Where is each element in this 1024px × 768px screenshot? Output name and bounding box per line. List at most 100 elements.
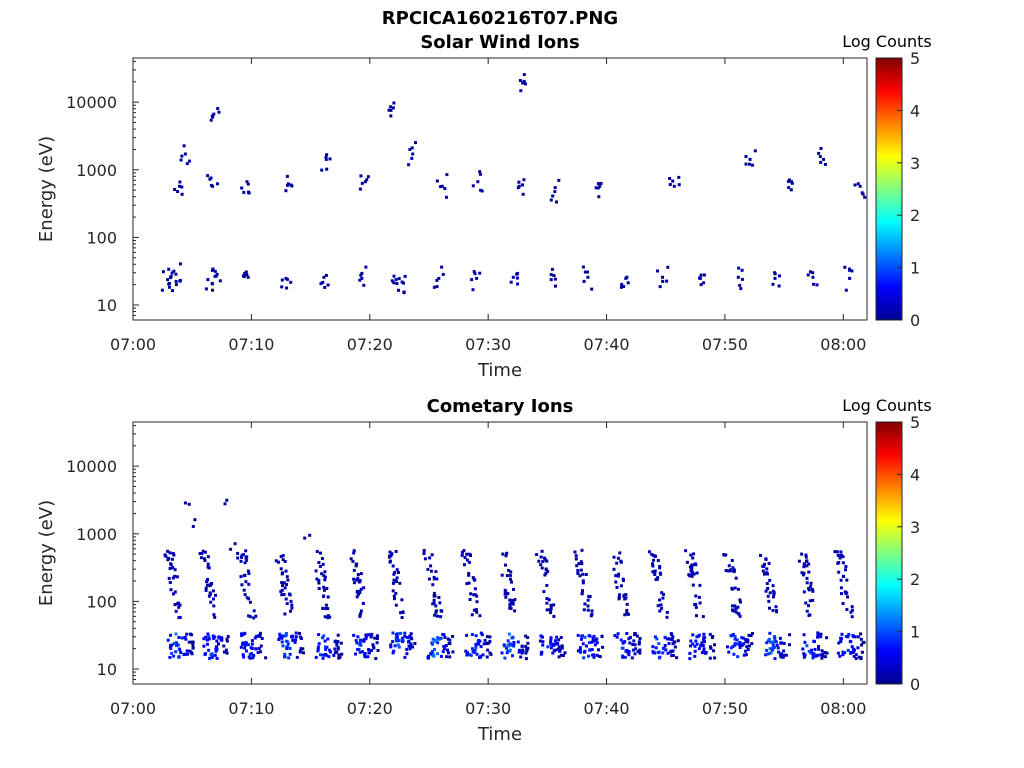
data-cell [549, 636, 553, 640]
data-cell [580, 591, 584, 595]
data-cell [503, 588, 507, 592]
data-cell [392, 649, 396, 653]
data-cell [465, 633, 469, 637]
data-cell [724, 569, 728, 572]
data-cell [844, 568, 847, 572]
data-cell [290, 635, 293, 639]
data-cell [371, 643, 375, 647]
data-cell [668, 183, 672, 186]
data-cell [688, 651, 692, 655]
data-cell [178, 648, 182, 652]
data-cell [771, 282, 775, 286]
data-cell [322, 574, 326, 578]
data-cell [773, 636, 777, 640]
data-cell [329, 650, 333, 654]
data-cell [590, 648, 594, 652]
data-cell [328, 615, 332, 619]
data-cell [666, 651, 670, 655]
data-cell [243, 646, 247, 650]
data-cell [663, 647, 667, 651]
data-cell [400, 616, 404, 619]
data-cell [446, 637, 450, 641]
data-cell [366, 655, 370, 659]
data-cell [746, 639, 750, 643]
data-cell [661, 279, 665, 283]
data-cell [693, 644, 697, 648]
data-cell [281, 558, 285, 562]
data-cell [692, 572, 696, 576]
data-cell [357, 579, 361, 583]
data-cell [166, 278, 170, 282]
data-cell [771, 645, 775, 649]
data-cell [405, 652, 409, 656]
data-cell [478, 639, 482, 643]
data-cell [859, 632, 863, 636]
data-cell [843, 265, 847, 269]
data-cell [352, 581, 356, 585]
data-cell [485, 635, 489, 639]
data-cell [314, 569, 318, 573]
data-cell [671, 654, 675, 657]
data-cell [744, 653, 748, 657]
data-cell [322, 585, 326, 589]
data-cell [211, 634, 215, 638]
data-cell [280, 588, 284, 592]
data-cell [437, 637, 441, 641]
colorbar-tick-label: 4 [910, 101, 920, 120]
data-cell [767, 637, 771, 641]
data-cell [634, 647, 638, 651]
heatmap-cells [163, 498, 866, 661]
data-cell [766, 587, 770, 591]
data-cell [549, 640, 553, 644]
data-cell [403, 634, 407, 638]
data-cell [185, 162, 189, 166]
data-cell [581, 581, 585, 585]
data-cell [243, 561, 247, 565]
data-cell [257, 634, 261, 638]
data-cell [444, 644, 448, 647]
data-cell [207, 594, 211, 598]
data-cell [539, 555, 543, 559]
data-cell [295, 655, 299, 659]
data-cell [321, 656, 325, 660]
data-cell [317, 579, 321, 582]
data-cell [591, 639, 595, 643]
data-cell [244, 270, 248, 274]
data-cell [581, 642, 585, 646]
data-cell [322, 594, 326, 598]
data-cell [759, 554, 762, 557]
y-tick-label: 100 [86, 592, 117, 611]
data-cell [472, 649, 476, 653]
data-cell [592, 655, 596, 659]
data-cell [823, 162, 827, 166]
panel-title: Solar Wind Ions [420, 32, 579, 53]
data-cell [472, 270, 476, 274]
data-cell [260, 637, 264, 640]
data-cell [284, 634, 288, 638]
data-cell [621, 641, 625, 645]
data-cell [319, 282, 323, 286]
data-cell [441, 632, 445, 636]
data-cell [285, 602, 289, 606]
data-cell [173, 188, 177, 191]
data-cell [744, 155, 748, 158]
data-cell [553, 190, 557, 194]
data-cell [861, 641, 865, 645]
data-cell [206, 562, 210, 566]
data-cell [283, 612, 287, 616]
data-cell [286, 642, 290, 646]
data-cell [778, 636, 782, 640]
data-cell [656, 559, 660, 562]
data-cell [574, 554, 578, 558]
data-cell [620, 646, 624, 650]
data-cell [583, 270, 587, 274]
data-cell [633, 643, 637, 647]
data-cell [280, 278, 284, 282]
data-cell [167, 267, 171, 271]
data-cell [252, 609, 256, 613]
data-cell [622, 285, 626, 288]
data-cell [691, 633, 695, 637]
data-cell [616, 574, 620, 578]
data-cell [545, 597, 549, 600]
